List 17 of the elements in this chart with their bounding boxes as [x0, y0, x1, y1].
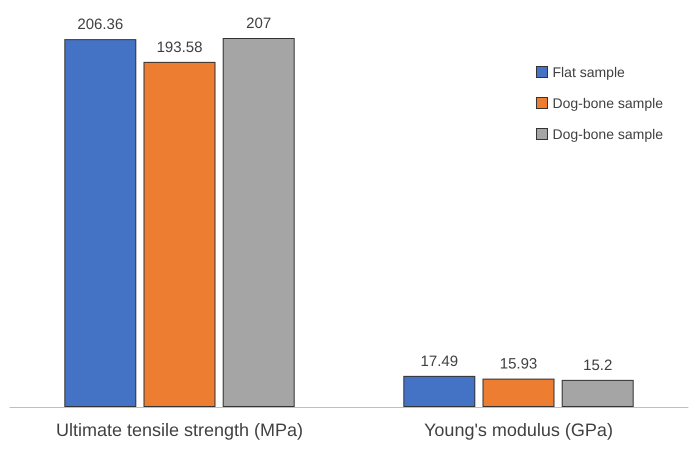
bar [64, 39, 136, 407]
x-tick-label: Young's modulus (GPa) [424, 420, 613, 440]
bar [482, 378, 554, 407]
data-label: 193.58 [156, 38, 202, 56]
data-label: 206.36 [77, 16, 124, 34]
bar [222, 38, 295, 407]
data-label: 15.2 [583, 356, 612, 374]
legend-label: Dog-bone sample [552, 95, 664, 111]
bar [144, 62, 216, 407]
x-tick-label: Ultimate tensile strength (MPa) [56, 420, 304, 440]
data-label: 15.93 [500, 356, 538, 373]
data-label: 207 [246, 15, 272, 32]
bar [562, 380, 634, 407]
data-label: 17.49 [420, 352, 458, 370]
legend-label: Flat sample [552, 64, 626, 80]
bar [403, 376, 476, 407]
legend-label: Dog-bone sample [552, 126, 664, 142]
